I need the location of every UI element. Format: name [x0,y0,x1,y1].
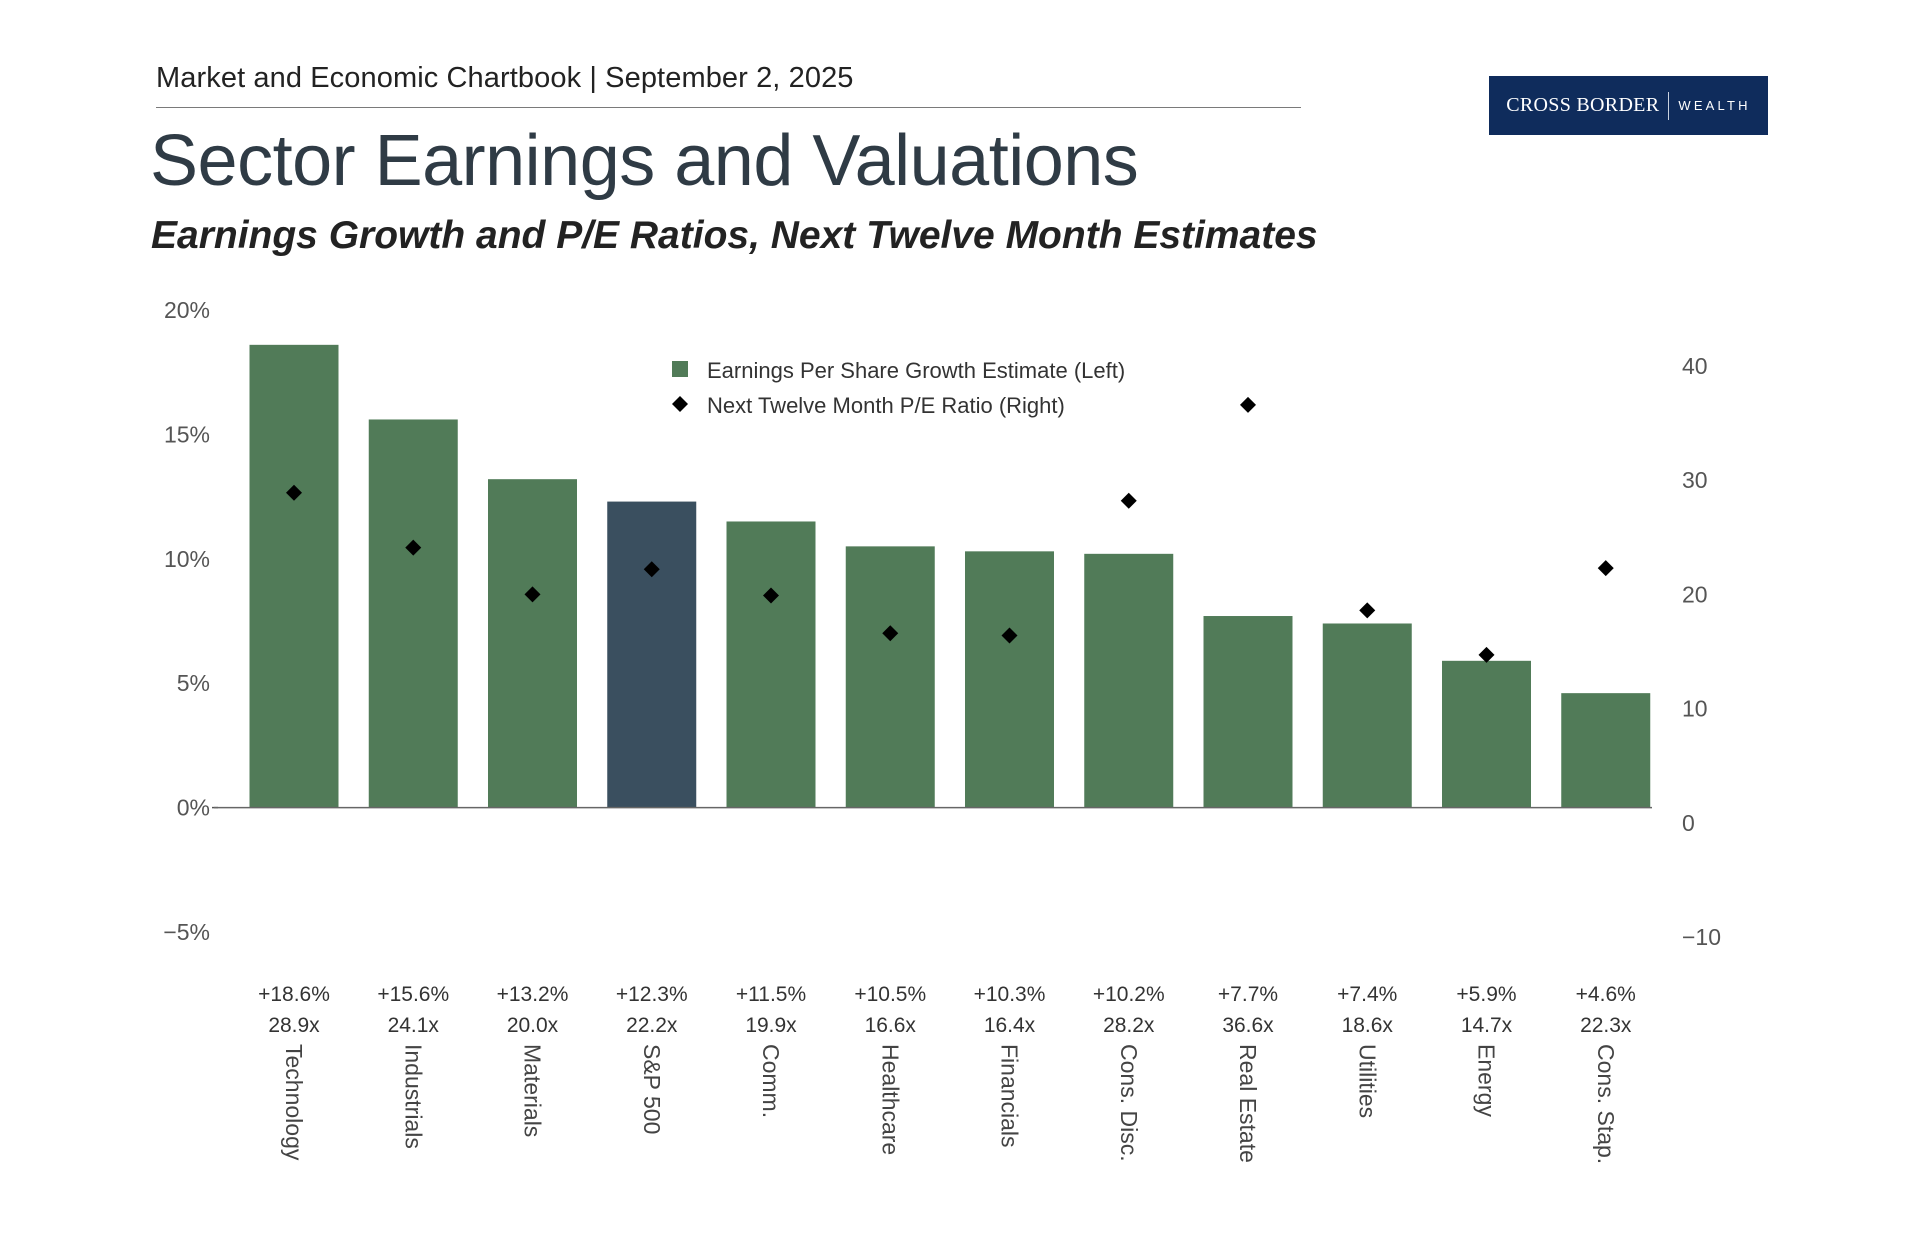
category-label: Healthcare [877,1044,903,1155]
pe-label: 16.6x [865,1014,917,1037]
y-left-tick-label: 20% [164,297,210,323]
y-left-tick-label: 10% [164,546,210,572]
growth-label: +10.3% [974,983,1046,1006]
growth-label: +7.7% [1218,983,1278,1006]
y-right-tick-label: 40 [1682,353,1708,379]
growth-label: +10.5% [854,983,926,1006]
bar-3 [607,501,697,808]
category-label: Energy [1474,1044,1500,1117]
growth-label: +11.5% [736,983,806,1006]
bar-1 [368,419,458,808]
growth-label: +18.6% [258,983,330,1006]
bar-9 [1322,623,1412,808]
pe-label: 28.2x [1103,1014,1155,1037]
legend-bar-swatch [672,361,688,377]
category-label: Cons. Disc. [1116,1044,1142,1162]
pe-marker-8 [1240,396,1256,413]
pe-label: 36.6x [1222,1014,1274,1037]
page-title: Sector Earnings and Valuations [150,121,1139,201]
pe-marker-3 [643,561,660,578]
y-right-tick-label: 30 [1682,467,1708,493]
bar-2 [488,479,577,808]
bar-7 [1084,553,1174,808]
pe-label: 22.3x [1580,1014,1632,1037]
y-left-tick-label: 5% [177,670,210,696]
y-right-tick-label: 20 [1682,581,1708,607]
bar-5 [845,546,935,808]
pe-marker-10 [1478,646,1495,663]
pe-marker-2 [524,586,541,603]
growth-label: +5.9% [1456,983,1516,1006]
pe-marker-0 [286,484,302,501]
category-label: Real Estate [1235,1044,1261,1163]
pe-label: 22.2x [626,1014,678,1037]
category-label: Utilities [1354,1044,1380,1118]
bar-4 [726,521,816,808]
pe-label: 20.0x [507,1014,559,1037]
logo-separator [1668,91,1670,120]
pe-marker-5 [882,625,899,642]
growth-label: +15.6% [377,983,449,1006]
bar-0 [249,344,339,808]
bar-10 [1442,660,1531,808]
pe-label: 24.1x [388,1014,440,1037]
chartbook-header: Market and Economic Chartbook | Septembe… [156,62,854,94]
growth-label: +4.6% [1576,983,1636,1006]
category-label: S&P 500 [639,1044,665,1134]
growth-label: +10.2% [1093,983,1165,1006]
y-right-tick-label: 0 [1682,810,1695,836]
pe-marker-11 [1597,560,1614,577]
legend-diamond-swatch [672,396,688,412]
page-subtitle: Earnings Growth and P/E Ratios, Next Twe… [151,214,1318,257]
y-left-tick-label: −5% [163,919,210,945]
legend-diamond-label: Next Twelve Month P/E Ratio (Right) [707,393,1065,418]
category-label: Financials [997,1044,1023,1148]
pe-marker-6 [1001,627,1018,644]
pe-label: 19.9x [745,1014,797,1037]
y-left-tick-label: 0% [177,795,210,821]
pe-marker-4 [763,587,779,604]
category-label: Industrials [400,1044,426,1149]
header-divider [156,107,1301,108]
growth-label: +7.4% [1337,983,1397,1006]
y-right-tick-label: −10 [1682,924,1721,950]
brand-logo: CROSS BORDER WEALTH [1489,76,1768,135]
growth-label: +12.3% [616,983,688,1006]
pe-label: 28.9x [268,1014,320,1037]
legend-bar-label: Earnings Per Share Growth Estimate (Left… [707,358,1125,383]
bar-8 [1203,616,1293,808]
logo-main-text: CROSS BORDER [1506,94,1660,116]
y-left-tick-label: 15% [164,421,210,447]
category-label: Comm. [758,1044,784,1118]
pe-label: 14.7x [1461,1014,1513,1037]
y-right-tick-label: 10 [1682,696,1708,722]
pe-label: 18.6x [1342,1014,1394,1037]
pe-marker-1 [405,539,422,556]
pe-label: 16.4x [984,1014,1036,1037]
bar-6 [965,551,1054,808]
pe-marker-7 [1120,492,1137,509]
category-label: Materials [520,1044,546,1137]
category-label: Cons. Stap. [1593,1044,1619,1164]
category-label: Technology [281,1044,307,1161]
bar-11 [1561,693,1651,808]
pe-marker-9 [1359,602,1376,619]
growth-label: +13.2% [497,983,569,1006]
logo-sub-text: WEALTH [1678,98,1751,113]
